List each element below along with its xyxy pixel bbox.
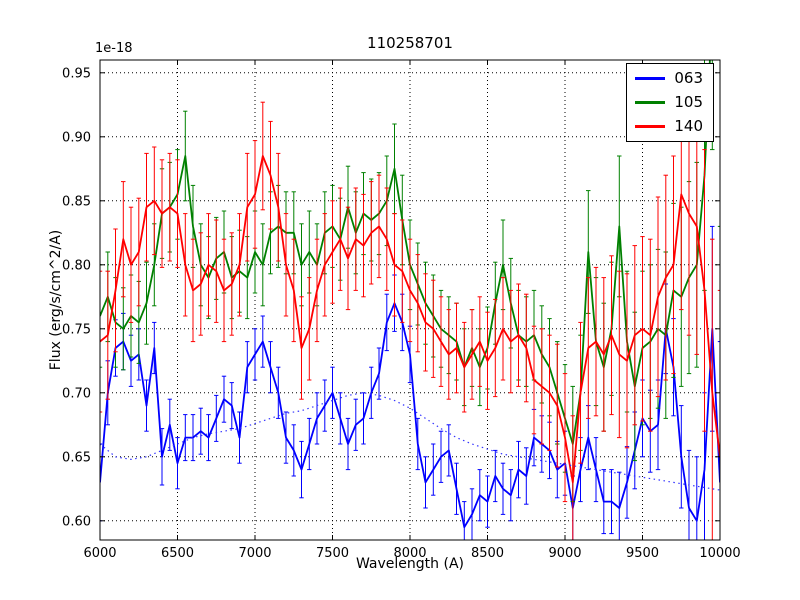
svg-text:0.85: 0.85 (62, 194, 91, 209)
svg-text:6500: 6500 (161, 546, 194, 561)
svg-text:9500: 9500 (626, 546, 659, 561)
x-axis-label: Wavelength (A) (355, 556, 464, 572)
legend-label-140: 140 (674, 117, 703, 135)
legend-label-063: 063 (674, 69, 703, 87)
legend-label-105: 105 (674, 93, 703, 111)
svg-text:0.75: 0.75 (62, 322, 91, 337)
svg-text:7000: 7000 (238, 546, 271, 561)
svg-text:7500: 7500 (316, 546, 349, 561)
svg-text:8000: 8000 (393, 546, 426, 561)
svg-text:10000: 10000 (699, 546, 740, 561)
svg-text:9000: 9000 (548, 546, 581, 561)
y-axis-offset-label: 1e-18 (95, 41, 133, 56)
svg-text:0.95: 0.95 (62, 66, 91, 81)
legend-item-105: 105 (635, 93, 703, 112)
svg-text:0.80: 0.80 (62, 258, 91, 273)
legend-item-140: 140 (635, 117, 703, 136)
svg-text:0.60: 0.60 (62, 514, 91, 529)
legend-item-063: 063 (635, 69, 703, 88)
legend-line-140-icon (635, 125, 666, 128)
legend-line-105-icon (635, 101, 666, 104)
legend-line-063-icon (635, 77, 666, 80)
svg-text:8500: 8500 (471, 546, 504, 561)
plot-title: 110258701 (367, 34, 453, 52)
svg-text:6000: 6000 (83, 546, 116, 561)
y-axis-label: Flux (erg/s/cm^2/A) (48, 229, 64, 371)
svg-text:0.90: 0.90 (62, 130, 91, 145)
svg-text:0.70: 0.70 (62, 386, 91, 401)
svg-text:0.65: 0.65 (62, 450, 91, 465)
legend: 063 105 140 (626, 63, 714, 142)
